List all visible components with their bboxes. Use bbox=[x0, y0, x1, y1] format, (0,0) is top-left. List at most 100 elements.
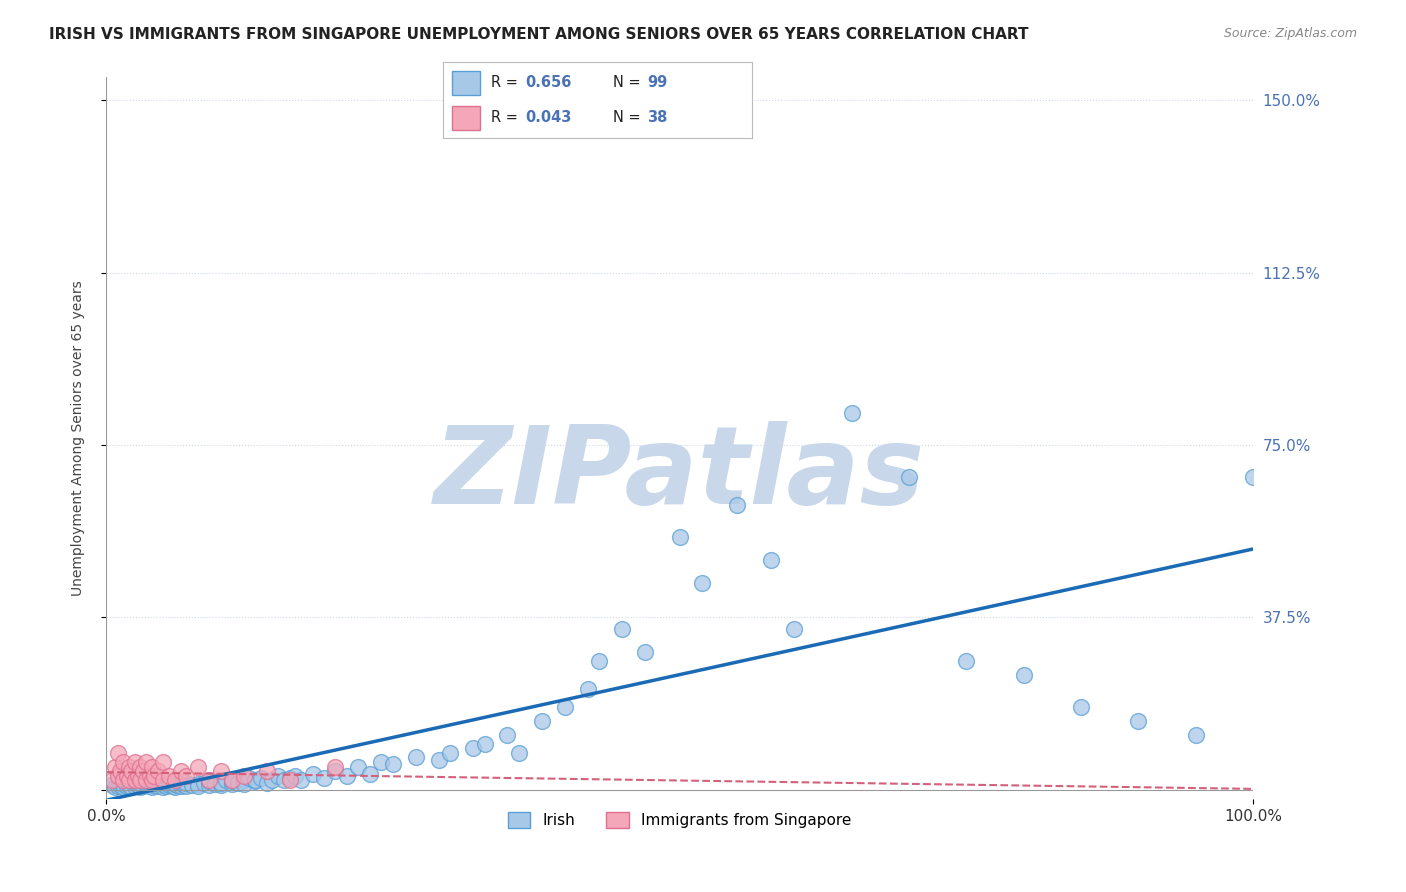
Point bbox=[166, 778, 188, 792]
Point bbox=[725, 498, 748, 512]
Text: Source: ZipAtlas.com: Source: ZipAtlas.com bbox=[1223, 27, 1357, 40]
Point bbox=[204, 777, 226, 791]
Point bbox=[124, 779, 146, 793]
Point bbox=[897, 470, 920, 484]
Point bbox=[143, 778, 166, 792]
Point bbox=[108, 764, 131, 779]
Point bbox=[278, 773, 301, 788]
Point bbox=[129, 777, 152, 791]
Point bbox=[238, 771, 260, 785]
Point bbox=[278, 771, 301, 785]
Point bbox=[576, 681, 599, 696]
Point bbox=[152, 755, 174, 769]
Text: 38: 38 bbox=[647, 110, 668, 125]
Point bbox=[112, 777, 135, 791]
Point bbox=[107, 769, 129, 783]
Point bbox=[169, 776, 191, 790]
Point bbox=[554, 700, 576, 714]
Point bbox=[187, 759, 209, 773]
Point bbox=[124, 755, 146, 769]
Point bbox=[150, 778, 173, 792]
Point bbox=[325, 764, 347, 779]
Point bbox=[173, 778, 195, 792]
Point bbox=[301, 766, 323, 780]
Point bbox=[1012, 667, 1035, 681]
Point bbox=[347, 759, 370, 773]
Text: IRISH VS IMMIGRANTS FROM SINGAPORE UNEMPLOYMENT AMONG SENIORS OVER 65 YEARS CORR: IRISH VS IMMIGRANTS FROM SINGAPORE UNEMP… bbox=[49, 27, 1029, 42]
Point bbox=[359, 766, 381, 780]
Point bbox=[132, 779, 155, 793]
Point bbox=[127, 769, 149, 783]
Point bbox=[243, 774, 266, 789]
Point bbox=[157, 776, 180, 790]
Point bbox=[107, 779, 129, 793]
Point bbox=[250, 771, 273, 785]
Point bbox=[232, 773, 254, 788]
Point bbox=[104, 759, 127, 773]
Point bbox=[198, 773, 221, 788]
Point bbox=[692, 575, 714, 590]
Text: R =: R = bbox=[491, 76, 523, 90]
Point bbox=[496, 727, 519, 741]
FancyBboxPatch shape bbox=[453, 105, 479, 130]
Point bbox=[262, 772, 284, 787]
Point bbox=[841, 406, 863, 420]
Point bbox=[132, 764, 155, 779]
Point bbox=[129, 780, 152, 795]
Point bbox=[118, 778, 141, 792]
Point bbox=[290, 772, 312, 787]
Text: 0.043: 0.043 bbox=[524, 110, 571, 125]
Point bbox=[115, 779, 138, 793]
Text: 0.656: 0.656 bbox=[524, 76, 571, 90]
Point bbox=[118, 759, 141, 773]
Point bbox=[141, 759, 163, 773]
Point bbox=[141, 780, 163, 795]
Point bbox=[155, 779, 177, 793]
Point bbox=[169, 779, 191, 793]
Point bbox=[370, 755, 392, 769]
Point bbox=[135, 776, 157, 790]
Legend: Irish, Immigrants from Singapore: Irish, Immigrants from Singapore bbox=[502, 806, 858, 835]
Point bbox=[221, 773, 243, 788]
Point bbox=[256, 776, 278, 790]
Point bbox=[141, 773, 163, 788]
Point bbox=[101, 773, 124, 788]
Point bbox=[461, 741, 484, 756]
Point bbox=[176, 776, 198, 790]
Point bbox=[129, 773, 152, 788]
Point bbox=[336, 769, 359, 783]
Point bbox=[187, 777, 209, 791]
Text: 99: 99 bbox=[647, 76, 668, 90]
Point bbox=[146, 776, 169, 790]
Point bbox=[146, 779, 169, 793]
Point bbox=[1070, 700, 1092, 714]
Point bbox=[118, 776, 141, 790]
Point bbox=[152, 777, 174, 791]
Point bbox=[181, 778, 204, 792]
Point bbox=[381, 757, 404, 772]
Point bbox=[232, 769, 254, 783]
Point bbox=[284, 769, 307, 783]
Point bbox=[474, 737, 496, 751]
Point bbox=[209, 778, 232, 792]
Point bbox=[146, 764, 169, 779]
Text: N =: N = bbox=[613, 76, 645, 90]
Point bbox=[256, 764, 278, 779]
Point bbox=[209, 776, 232, 790]
Point bbox=[163, 773, 186, 788]
Point bbox=[163, 780, 186, 795]
Point bbox=[176, 769, 198, 783]
Point bbox=[152, 773, 174, 788]
Point bbox=[221, 777, 243, 791]
Point bbox=[124, 776, 146, 790]
Point bbox=[232, 777, 254, 791]
Point bbox=[761, 553, 783, 567]
Point bbox=[668, 530, 690, 544]
Point bbox=[439, 746, 461, 760]
Point bbox=[243, 773, 266, 788]
Point bbox=[1128, 714, 1150, 728]
Point bbox=[118, 773, 141, 788]
Point bbox=[634, 645, 657, 659]
Point bbox=[221, 774, 243, 789]
Point bbox=[198, 774, 221, 789]
